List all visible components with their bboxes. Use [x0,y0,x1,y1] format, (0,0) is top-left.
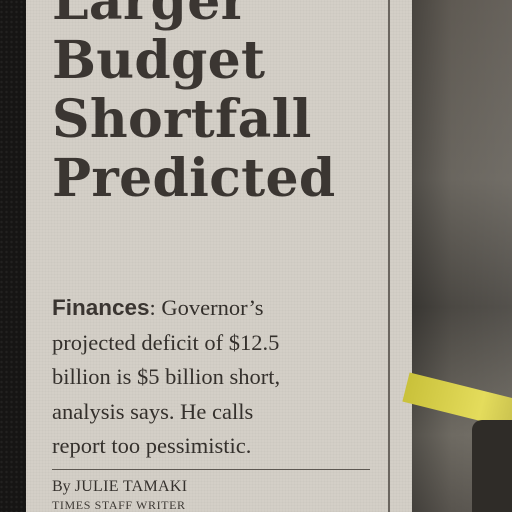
headline: Larger Budget Shortfall Predicted [52,0,336,208]
deck-line-3: billion is $5 billion short, [52,364,281,389]
newspaper-column [26,0,412,512]
byline-rule [52,469,370,470]
column-divider [388,0,390,512]
headline-line-2: Budget [52,30,266,91]
deck-subheadline: Finances: Governor’s projected deficit o… [52,291,370,464]
byline: By JULIE TAMAKI [52,478,187,496]
deck-line-1-text: : Governor’s [149,295,264,320]
deck-kicker: Finances [52,295,150,320]
headline-line-4: Predicted [52,148,336,209]
byline-staff-title: TIMES STAFF WRITER [52,498,186,512]
deck-line-5: report too pessimistic. [52,433,252,458]
byline-author: JULIE TAMAKI [74,478,188,495]
headline-line-1: Larger [52,0,249,32]
photo-edge [402,0,512,512]
headline-line-3: Shortfall [52,89,312,150]
deck-line-4: analysis says. He calls [52,398,254,424]
deck-line-2: projected deficit of $12.5 [52,329,280,355]
photo-dark-shape [472,420,512,512]
deck-line-1: Finances: Governor’s [52,291,370,326]
background-dark-margin [0,0,26,512]
byline-prefix: By [52,478,71,495]
